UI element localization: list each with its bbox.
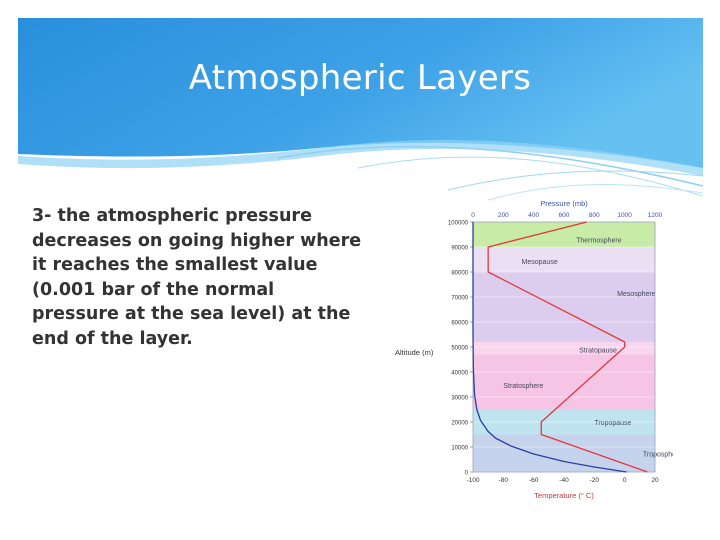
layer-label: Mesosphere [617, 291, 656, 298]
x-bottom-tick-label: 20 [651, 477, 659, 484]
layer-label: Thermosphere [576, 238, 622, 245]
y-tick-label: 30000 [451, 396, 468, 402]
x-bottom-tick-label: -100 [466, 477, 479, 484]
y-tick-label: 70000 [451, 296, 468, 302]
x-top-tick-label: 0 [471, 212, 475, 219]
left-axis-label: Altitude (m) [395, 348, 434, 357]
header-banner [18, 18, 703, 201]
layer-band [473, 222, 655, 247]
y-tick-label: 0 [465, 471, 469, 477]
layer-label: Tropopause [594, 420, 631, 427]
layer-band [473, 272, 655, 342]
layer-label: Stratosphere [503, 383, 543, 390]
body-text: 3- the atmospheric pressure decreases on… [32, 206, 362, 349]
y-tick-label: 80000 [451, 271, 468, 277]
y-tick-label: 90000 [451, 246, 468, 252]
y-tick-label: 10000 [451, 446, 468, 452]
y-tick-label: 100000 [448, 221, 469, 227]
x-top-tick-label: 400 [528, 212, 539, 219]
layer-band [473, 434, 655, 472]
page-title: Atmospheric Layers [188, 58, 532, 98]
x-bottom-tick-label: -20 [590, 477, 600, 484]
x-top-tick-label: 200 [498, 212, 509, 219]
layer-label: Stratopause [579, 348, 617, 355]
layer-band [473, 342, 655, 355]
layer-label: Mesopause [522, 259, 558, 266]
x-top-tick-label: 1200 [648, 212, 663, 219]
y-tick-label: 40000 [451, 371, 468, 377]
x-bottom-tick-label: -60 [529, 477, 539, 484]
atmosphere-chart: Troposphere Tropopause Stratosphere Stratop… [395, 199, 673, 500]
x-top-tick-label: 600 [559, 212, 570, 219]
y-tick-label: 60000 [451, 321, 468, 327]
y-tick-label: 50000 [451, 346, 468, 352]
x-bottom-tick-label: -80 [499, 477, 509, 484]
x-top-tick-label: 1000 [617, 212, 632, 219]
x-bottom-tick-label: -40 [559, 477, 569, 484]
layer-band [473, 247, 655, 272]
layer-band [473, 354, 655, 410]
y-tick-label: 20000 [451, 421, 468, 427]
pressure-line [472, 222, 627, 473]
top-axis-label: Pressure (mb) [540, 199, 588, 208]
x-top-tick-label: 800 [589, 212, 600, 219]
temperature-line [487, 221, 648, 473]
layer-label: Troposphere [643, 451, 673, 458]
x-bottom-tick-label: 0 [623, 477, 627, 484]
bottom-axis-label: Temperature (° C) [534, 491, 594, 500]
